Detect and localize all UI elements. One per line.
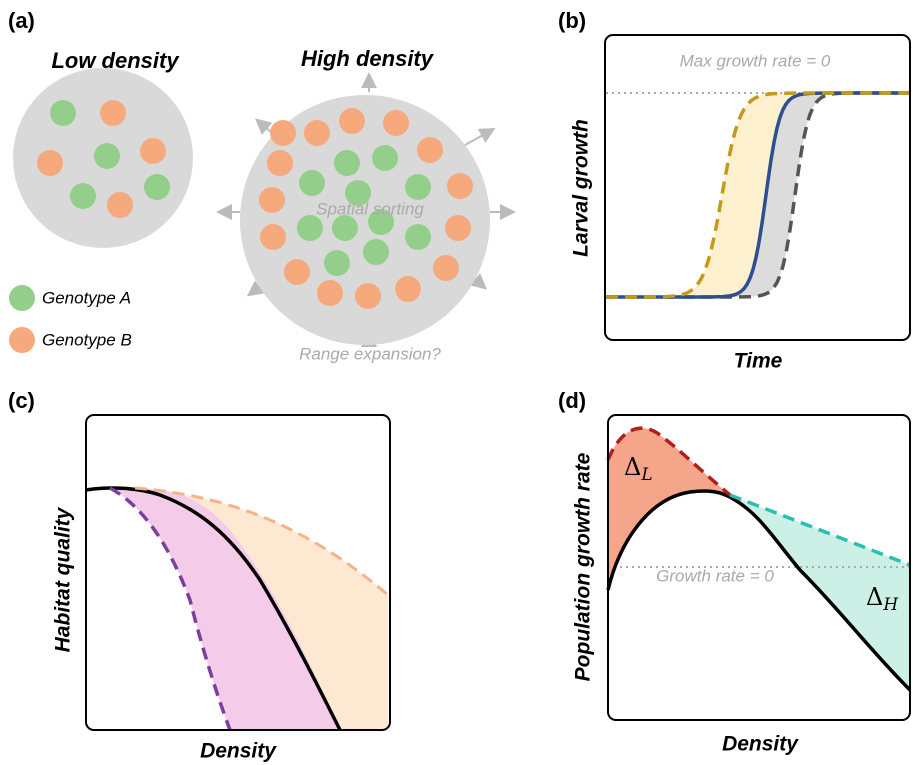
- x-label: Density: [722, 733, 799, 756]
- panel-label: (d): [558, 388, 586, 413]
- y-label: Population growth rate: [572, 452, 595, 681]
- x-label: Density: [200, 740, 277, 763]
- y-label: Larval growth: [570, 119, 593, 257]
- annotation: Max growth rate = 0: [680, 51, 831, 70]
- legend-swatch: [9, 327, 35, 353]
- legend-label: Genotype B: [42, 330, 132, 349]
- footnote: Range expansion?: [299, 344, 441, 363]
- center-text: Spatial sorting: [316, 199, 424, 218]
- high-title: High density: [301, 46, 435, 71]
- panel-label: (b): [558, 8, 586, 33]
- figure: (a) Low density High density Spatial sor…: [0, 0, 913, 765]
- annotation: Growth rate = 0: [656, 566, 774, 585]
- legend-label: Genotype A: [42, 288, 131, 307]
- legend-swatch: [9, 285, 35, 311]
- panel-label: (c): [8, 388, 35, 413]
- y-label: Habitat quality: [52, 506, 75, 652]
- panel-label: (a): [8, 8, 35, 33]
- panel-b-plot: [606, 93, 909, 297]
- x-label: Time: [734, 350, 783, 373]
